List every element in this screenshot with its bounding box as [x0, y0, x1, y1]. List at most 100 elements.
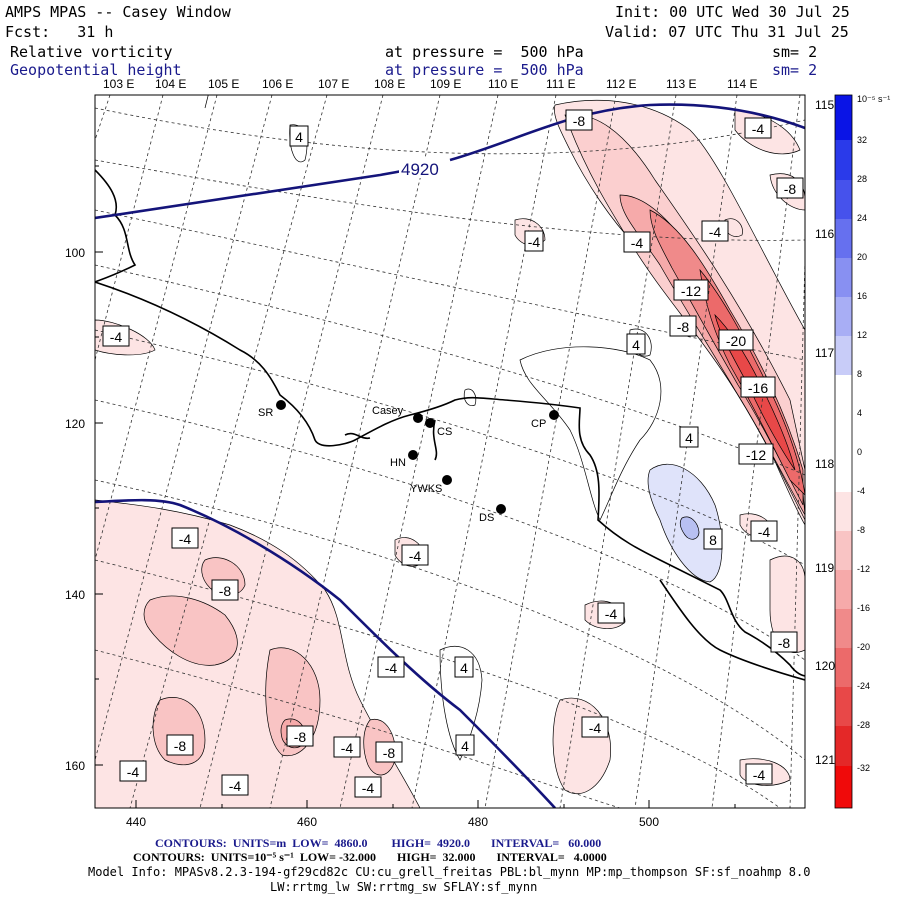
- svg-text:-4: -4: [752, 121, 765, 137]
- svg-text:-8: -8: [294, 729, 307, 745]
- colorbar-tick: -8: [857, 525, 866, 535]
- colorbar-tick: 12: [857, 330, 868, 340]
- x-tick-label: 480: [468, 815, 488, 829]
- svg-text:-8: -8: [677, 319, 690, 335]
- contour-label: -4: [221, 774, 249, 796]
- field2-smoothing: sm= 2: [772, 61, 818, 79]
- station-HN: HN: [390, 450, 418, 469]
- svg-text:-4: -4: [528, 234, 541, 250]
- footer-model-info: Model Info: MPASv8.2.3-194-gf29cd82c CU:…: [88, 865, 811, 879]
- svg-text:Casey: Casey: [372, 405, 404, 417]
- svg-text:-8: -8: [573, 113, 586, 129]
- lon-label: 109 E: [430, 77, 462, 91]
- contour-label: -4: [401, 544, 429, 566]
- x-tick-label: 500: [639, 815, 659, 829]
- svg-text:-4: -4: [229, 778, 242, 794]
- svg-text:-8: -8: [383, 745, 396, 761]
- station-CP: CP: [531, 410, 559, 430]
- lon-label: 108 E: [374, 77, 406, 91]
- colorbar-tick: 8: [857, 369, 863, 379]
- left-axis: 100 120 140 160: [65, 165, 103, 773]
- lon-label: 112 E: [606, 77, 637, 91]
- contour-label: -8: [669, 315, 697, 337]
- svg-text:-4: -4: [127, 764, 140, 780]
- svg-text:-4: -4: [362, 780, 375, 796]
- contour-label: -4: [119, 760, 147, 782]
- svg-text:8: 8: [709, 532, 717, 548]
- contour-label: 8: [703, 528, 723, 550]
- station-YWKS: YWKS: [410, 475, 452, 495]
- svg-text:4: 4: [460, 660, 468, 676]
- svg-text:-20: -20: [726, 333, 746, 349]
- lon-label: 103 E: [103, 77, 135, 91]
- vorticity-positive-blob: [647, 463, 723, 583]
- svg-text:-4: -4: [605, 606, 618, 622]
- contour-label: -8: [375, 741, 403, 763]
- colorbar-tick: 0: [857, 447, 863, 457]
- contour-label: 4: [454, 656, 474, 678]
- lon-label: 111 E: [546, 77, 576, 91]
- x-tick-label: 460: [297, 815, 317, 829]
- contour-label: -12: [738, 443, 774, 465]
- lon-label: 107 E: [318, 77, 350, 91]
- station-SR: SR: [258, 400, 286, 419]
- lon-label: 113 E: [666, 77, 697, 91]
- footer-physics-info: LW:rrtmg_lw SW:rrtmg_sw SFLAY:sf_mynn: [270, 880, 538, 894]
- footer-contours-vorticity: CONTOURS: UNITS=10⁻⁵ s⁻¹ LOW= -32.000 HI…: [133, 850, 607, 864]
- svg-text:-8: -8: [784, 181, 797, 197]
- svg-text:-8: -8: [778, 635, 791, 651]
- height-contour-label-bg: [399, 158, 447, 178]
- height-contour-label: 4920: [401, 160, 439, 179]
- svg-text:SR: SR: [258, 407, 273, 419]
- contour-label: -4: [524, 230, 544, 252]
- colorbar-tick: -24: [857, 681, 871, 691]
- svg-text:-12: -12: [681, 283, 701, 299]
- contour-label: -4: [102, 325, 130, 347]
- colorbar-tick: -4: [857, 486, 866, 496]
- valid-time: Valid: 07 UTC Thu 31 Jul 25: [605, 23, 849, 41]
- colorbar-tick: 24: [857, 213, 868, 223]
- contour-label: -4: [750, 520, 778, 542]
- colorbar-tick: -32: [857, 763, 871, 773]
- colorbar: [834, 94, 853, 809]
- contour-label: -4: [744, 117, 772, 139]
- colorbar-unit: 10⁻⁵ s⁻¹: [857, 94, 891, 104]
- colorbar-tick: 20: [857, 252, 868, 262]
- contour-label: -16: [740, 376, 776, 398]
- svg-text:-8: -8: [219, 583, 232, 599]
- field1-name: Relative vorticity: [10, 43, 173, 61]
- svg-text:-4: -4: [589, 720, 602, 736]
- svg-text:-8: -8: [174, 738, 187, 754]
- y-tick-label: 120: [65, 417, 85, 431]
- station-markers: SR Casey CS HN YWKS CP: [258, 400, 559, 524]
- bottom-axis: 440 460 480 500: [126, 800, 736, 829]
- svg-text:-4: -4: [631, 235, 644, 251]
- station-DS: DS: [479, 504, 506, 524]
- svg-text:DS: DS: [479, 512, 494, 524]
- contour-label: -4: [171, 527, 199, 549]
- contour-label: -20: [718, 329, 754, 351]
- station-Casey: Casey: [372, 405, 423, 423]
- contour-label: -8: [211, 579, 239, 601]
- lon-label: 110 E: [488, 77, 519, 91]
- contour-label: -8: [776, 177, 804, 199]
- contour-label: 4: [679, 426, 699, 448]
- contour-label: -12: [673, 279, 709, 301]
- y-tick-label: 100: [65, 246, 85, 260]
- svg-text:4: 4: [295, 129, 303, 145]
- contour-label: -8: [286, 725, 314, 747]
- lon-label: 106 E: [262, 77, 294, 91]
- station-CS: CS: [425, 418, 452, 438]
- svg-text:CS: CS: [437, 426, 452, 438]
- forecast-hour: Fcst: 31 h: [5, 23, 114, 41]
- init-time: Init: 00 UTC Wed 30 Jul 25: [615, 3, 850, 21]
- svg-text:YWKS: YWKS: [410, 483, 442, 495]
- contour-label: -8: [166, 734, 194, 756]
- colorbar-tick: -12: [857, 564, 871, 574]
- footer-contours-height: CONTOURS: UNITS=m LOW= 4860.0 HIGH= 4920…: [155, 836, 602, 850]
- svg-text:-4: -4: [110, 329, 123, 345]
- y-tick-label: 160: [65, 759, 85, 773]
- svg-text:-4: -4: [341, 740, 354, 756]
- contour-label: -4: [333, 736, 361, 758]
